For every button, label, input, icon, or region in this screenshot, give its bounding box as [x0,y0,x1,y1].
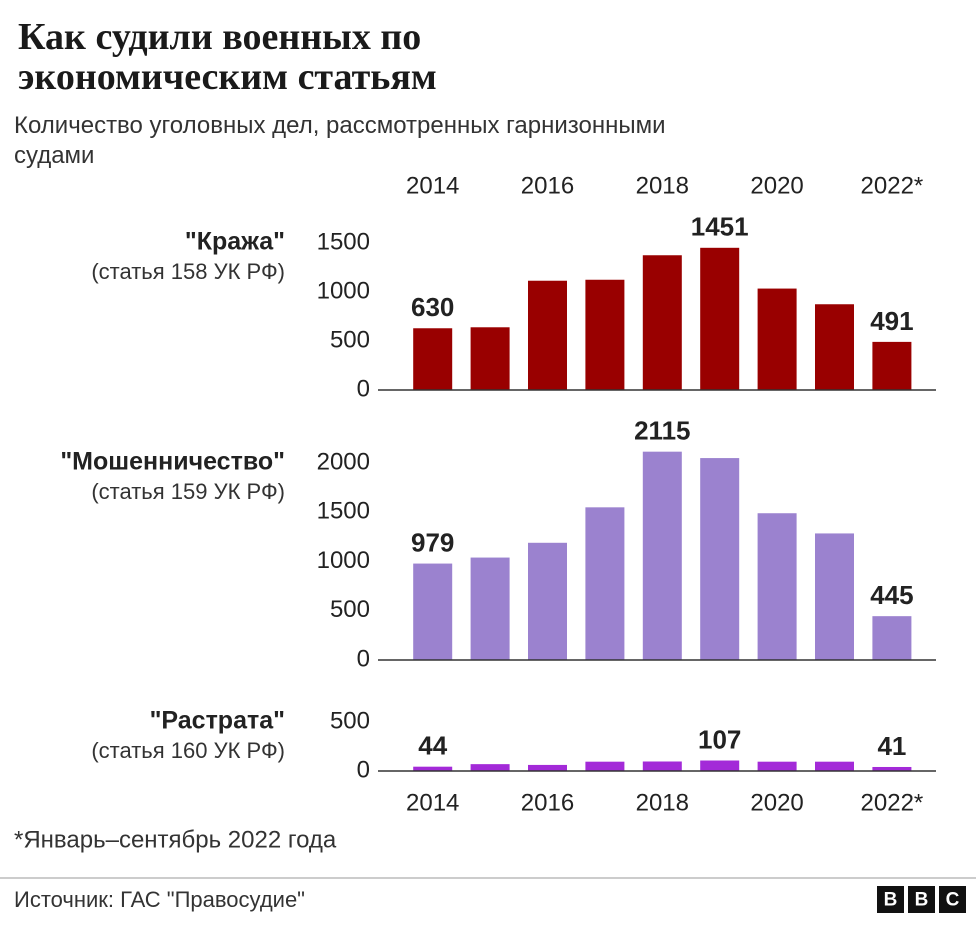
panel-sublabel: (статья 160 УК РФ) [91,738,285,763]
data-label: 107 [698,724,741,754]
source: Источник: ГАС "Правосудие" [14,887,305,912]
y-tick-label: 1500 [317,498,370,525]
bar [700,247,740,390]
chart-title: Как судили военных по экономическим стать… [18,16,437,98]
data-label: 41 [877,731,906,761]
x-tick-label: 2014 [406,172,459,199]
data-label: 491 [870,306,913,336]
bar [413,766,453,771]
bar [413,328,453,390]
bar [528,280,567,390]
data-label: 630 [411,292,454,322]
bar [872,616,912,660]
y-tick-label: 0 [357,375,370,402]
data-label: 979 [411,527,454,557]
y-tick-label: 500 [330,596,370,623]
y-tick-label: 500 [330,707,370,734]
y-tick-label: 0 [357,645,370,672]
data-label: 445 [870,580,913,610]
data-label: 2115 [634,416,690,446]
y-tick-label: 2000 [317,448,370,475]
subtitle-line: Количество уголовных дел, рассмотренных … [14,112,666,139]
bar [585,761,625,771]
bar [642,451,682,660]
bar [757,761,797,771]
y-tick-label: 0 [357,756,370,783]
data-label: 1451 [691,212,749,242]
bar [585,507,625,660]
y-tick-label: 1000 [317,277,370,304]
bar [815,761,854,771]
panel-sublabel: (статья 159 УК РФ) [91,479,285,504]
bar [528,542,567,660]
bar [413,563,453,660]
panel-label: "Мошенничество" [60,448,285,476]
x-tick-label: 2020 [750,172,803,199]
bar [815,533,854,660]
logo-letter: B [884,890,898,911]
bar [815,304,854,390]
logo-box [877,886,904,913]
title-line: Как судили военных по [18,16,421,58]
bar [700,760,740,771]
bar [872,341,912,390]
bar [470,557,510,660]
panel-label: "Растрата" [150,707,285,735]
panel-label: "Кража" [185,228,285,256]
logo-box [939,886,966,913]
bar [585,279,625,390]
x-tick-label: 2016 [521,172,574,199]
bar [642,761,682,771]
y-tick-label: 500 [330,326,370,353]
x-tick-label: 2014 [406,789,459,816]
logo-box [908,886,935,913]
note: *Январь–сентябрь 2022 года [14,826,337,853]
x-tick-label: 2022* [861,172,924,199]
subtitle: Количество уголовных дел, рассмотренных … [14,112,666,169]
logo-letter: C [946,890,960,911]
x-tick-label: 2020 [750,789,803,816]
data-label: 44 [418,731,447,761]
bar [470,327,510,390]
subtitle-line: судами [14,142,94,169]
bar [872,766,912,771]
panel-sublabel: (статья 158 УК РФ) [91,259,285,284]
bar [700,458,740,660]
bar [528,764,567,771]
y-tick-label: 1000 [317,547,370,574]
x-tick-label: 2018 [636,172,689,199]
bar [757,513,797,660]
x-tick-label: 2022* [861,789,924,816]
bar [757,288,797,390]
x-tick-label: 2016 [521,789,574,816]
x-tick-label: 2018 [636,789,689,816]
bar [470,764,510,771]
y-tick-label: 1500 [317,228,370,255]
title-line: экономическим статьям [18,56,437,98]
bar [642,255,682,390]
logo-letter: B [915,890,929,911]
